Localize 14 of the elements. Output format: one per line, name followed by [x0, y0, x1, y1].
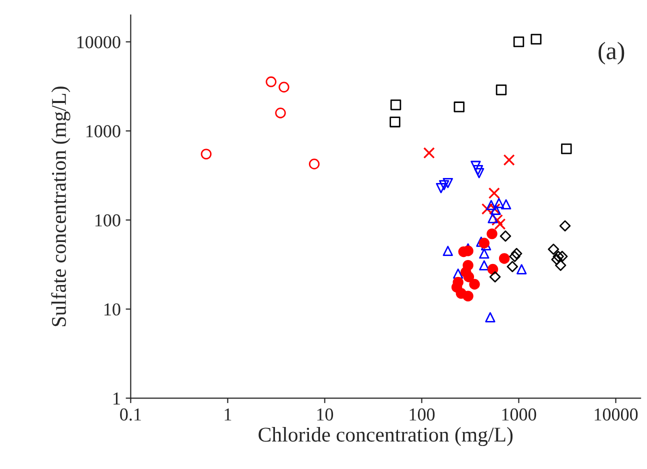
y-tick-label: 10000	[77, 36, 120, 48]
annotation: (a)	[598, 42, 624, 64]
x-tick-label: 1000	[502, 408, 536, 421]
x-axis-title: Chloride concentration (mg/L)	[258, 427, 513, 446]
y-tick-label: 1000	[86, 125, 120, 138]
x-tick-label: 0.1	[120, 408, 141, 421]
x-tick-label: 100	[410, 408, 435, 421]
y-tick-label: 1	[114, 392, 120, 404]
x-tick-label: 1	[224, 408, 232, 420]
x-tick-label: 10	[317, 408, 334, 421]
x-tick-label: 10000	[594, 408, 638, 421]
y-tick-label: 100	[95, 214, 120, 226]
y-axis-title: Sulfate concentration (mg/L)	[51, 86, 70, 326]
y-tick-label: 10	[104, 303, 120, 316]
